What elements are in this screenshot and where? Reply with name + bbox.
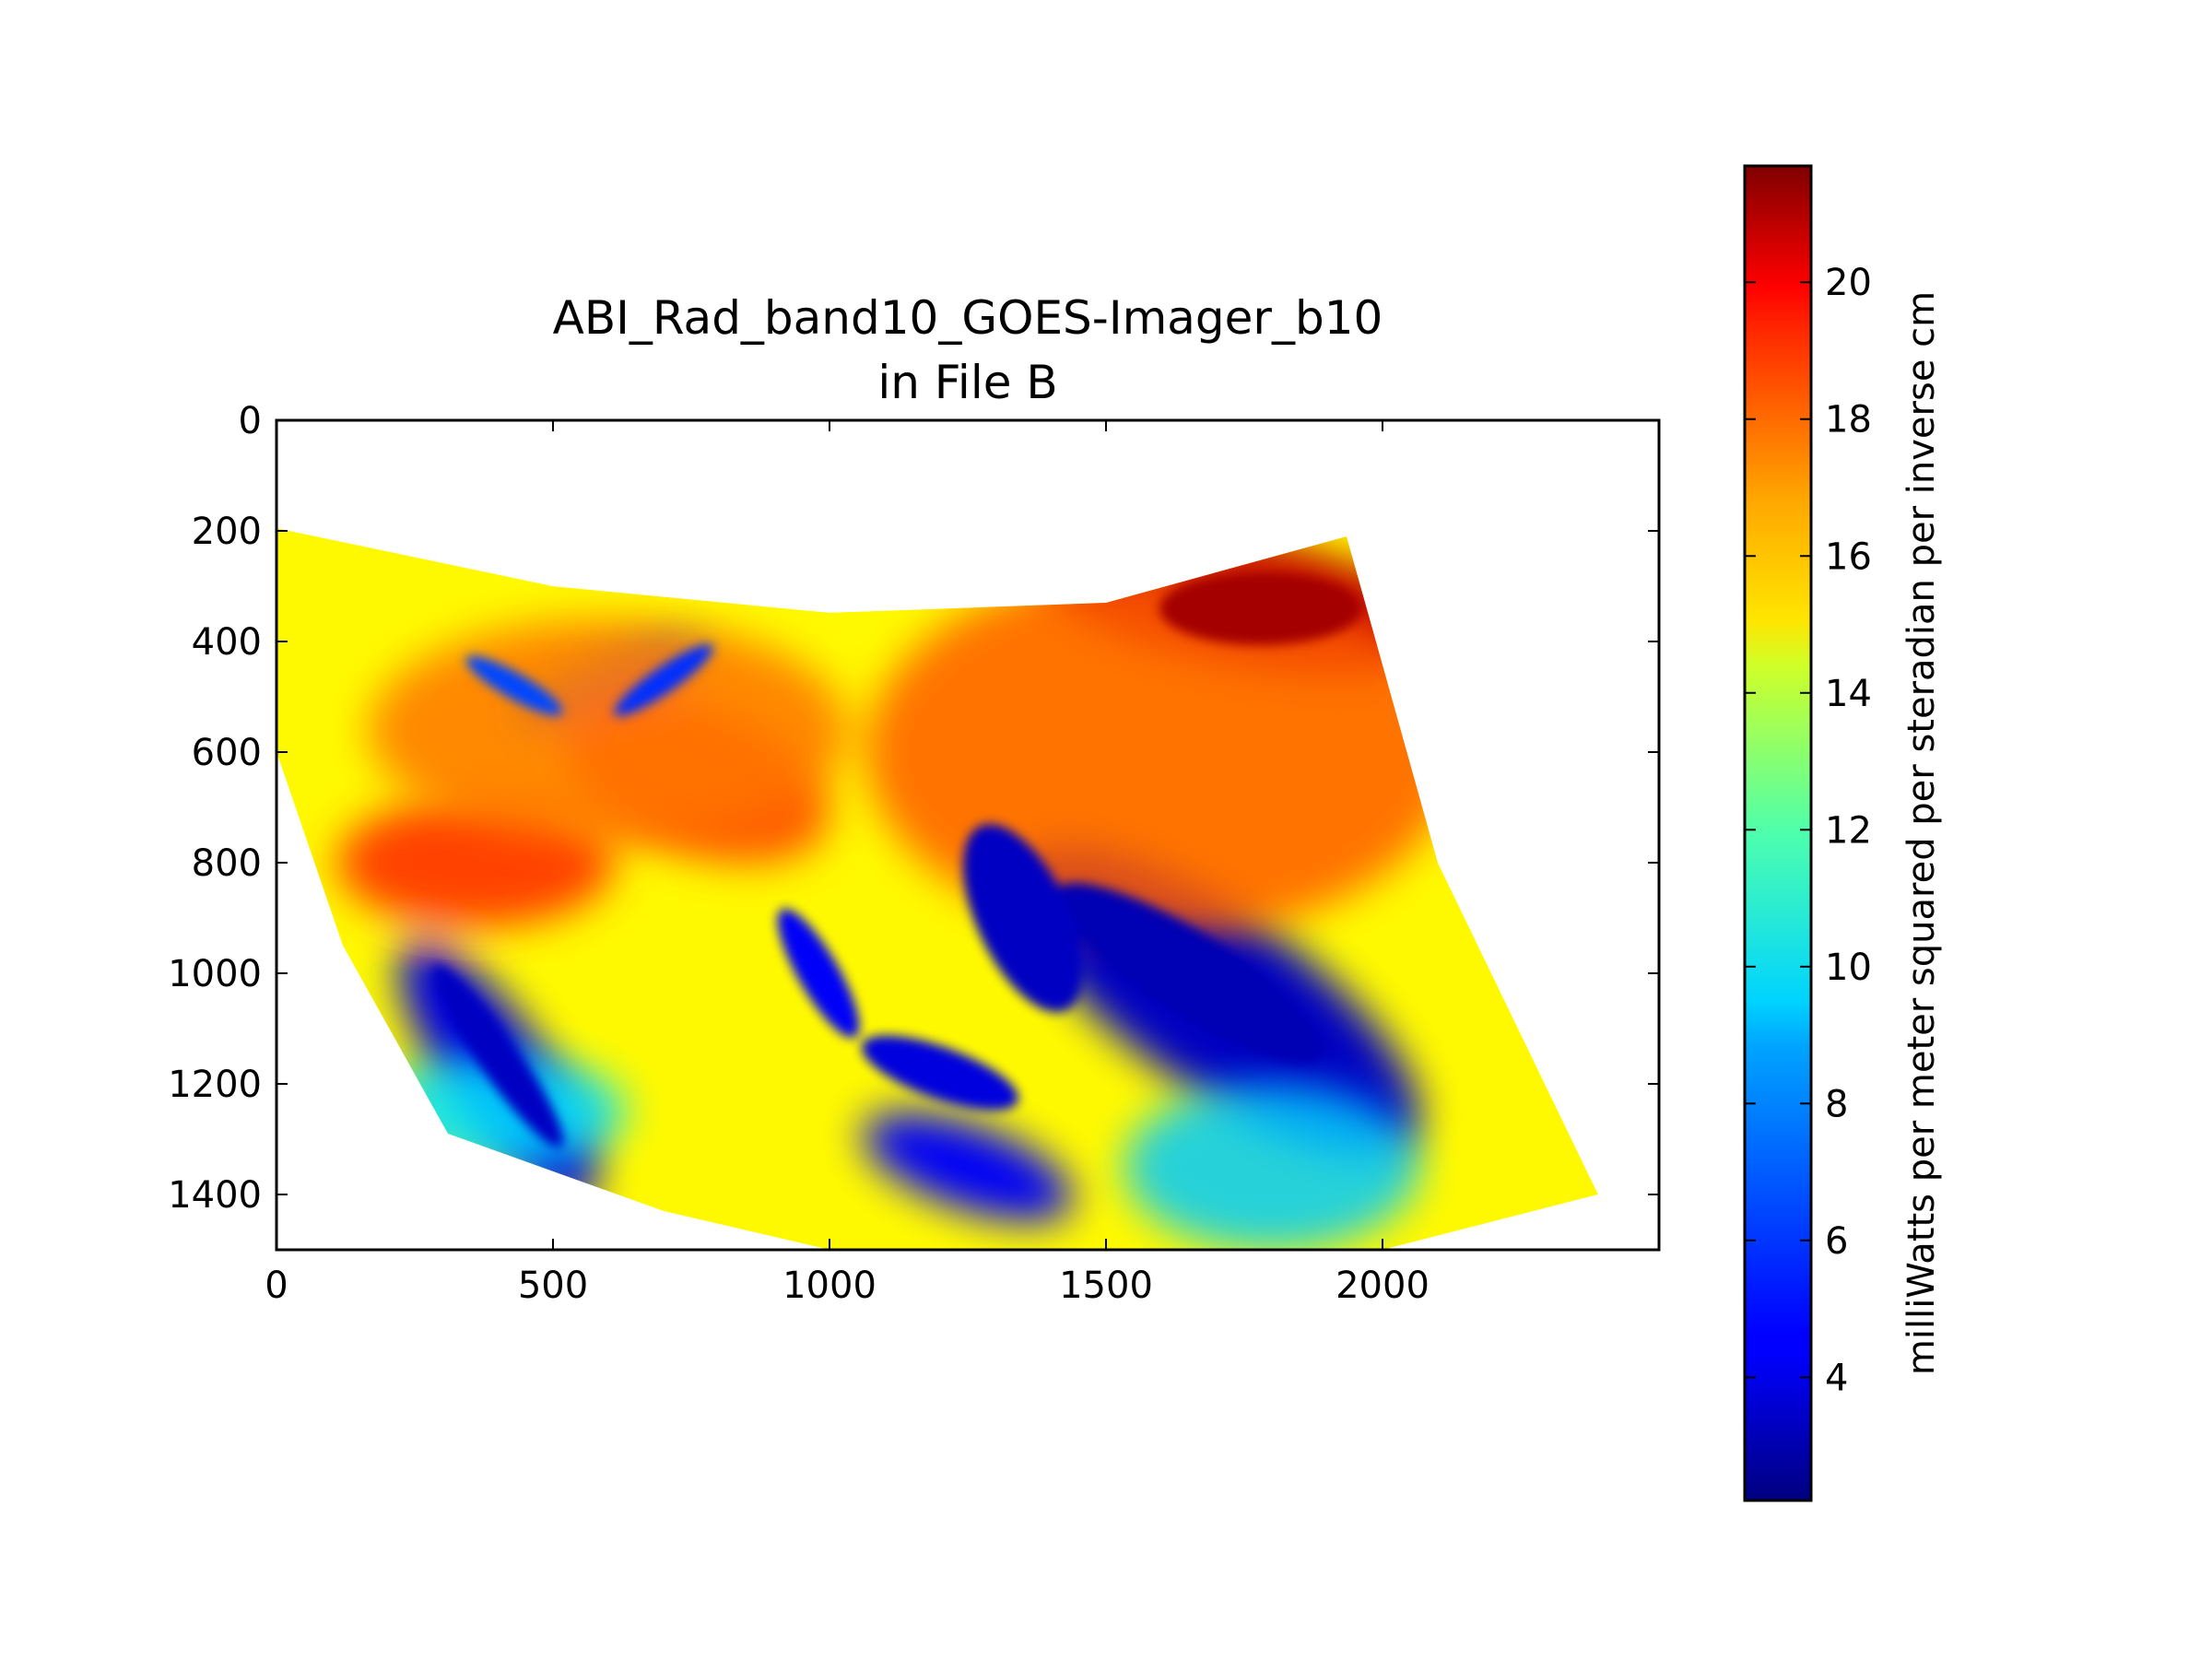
- core-ellipse: [861, 1035, 1019, 1111]
- y-tick-label: 600: [192, 732, 262, 774]
- plot-area: [276, 420, 1659, 1250]
- x-tick-label: 1500: [1059, 1265, 1153, 1307]
- x-tick-label: 0: [265, 1265, 288, 1307]
- colorbar-tick-label: 6: [1825, 1220, 1848, 1263]
- colorbar-tick-label: 14: [1825, 673, 1872, 715]
- colorbar-tick-label: 16: [1825, 535, 1872, 578]
- colorbar-tick-label: 20: [1825, 262, 1872, 304]
- y-tick-label: 1000: [168, 953, 262, 995]
- core-ellipse: [614, 643, 713, 717]
- chart-subtitle: in File B: [877, 356, 1057, 409]
- cold-cores: [431, 571, 1362, 1148]
- colorbar-gradient: [1745, 166, 1811, 1500]
- y-tick-label: 1400: [168, 1174, 262, 1217]
- chart-title: ABI_Rad_band10_GOES-Imager_b10: [553, 291, 1383, 345]
- colorbar-tick-label: 4: [1825, 1357, 1848, 1399]
- colorbar-tick-label: 12: [1825, 809, 1872, 852]
- y-axis: 0 200 400 600 800 1000 1200 1400: [168, 400, 1659, 1217]
- core-ellipse: [431, 964, 564, 1148]
- colorbar-tick-label: 8: [1825, 1083, 1848, 1125]
- y-tick-label: 1200: [168, 1064, 262, 1106]
- core-ellipse: [465, 655, 563, 716]
- core-ellipse: [777, 908, 860, 1039]
- x-axis: 0 500 1000 1500 2000: [265, 420, 1430, 1307]
- x-tick-label: 500: [518, 1265, 588, 1307]
- colorbar-tick-label: 18: [1825, 399, 1872, 441]
- halo-ellipse: [369, 619, 848, 841]
- y-tick-label: 0: [239, 400, 262, 442]
- colorbar-frame: [1743, 164, 1813, 1502]
- radiance-image: [276, 528, 1598, 1250]
- colorbar: 4 6 8 10 12 14 16 18 20 milliWatts per meter squ…: [1743, 164, 1943, 1502]
- colorbar-ticks: 4 6 8 10 12 14 16 18 20: [1745, 262, 1872, 1399]
- halo-ellipse: [866, 568, 1456, 936]
- y-tick-label: 400: [192, 621, 262, 664]
- x-tick-label: 2000: [1335, 1265, 1430, 1307]
- colorbar-tick-label: 10: [1825, 947, 1872, 989]
- x-tick-label: 1000: [782, 1265, 877, 1307]
- y-tick-label: 800: [192, 842, 262, 885]
- core-ellipse: [1159, 571, 1362, 645]
- colorbar-label: milliWatts per meter squared per steradi…: [1900, 291, 1943, 1375]
- halo-ellipse: [1124, 1084, 1419, 1250]
- core-ellipse: [1053, 883, 1324, 1064]
- plot-frame: [275, 418, 1661, 1252]
- y-tick-label: 200: [192, 511, 262, 553]
- core-ellipse: [963, 824, 1083, 1012]
- feature-cold-cloud-cluster-south-: [863, 1112, 1073, 1221]
